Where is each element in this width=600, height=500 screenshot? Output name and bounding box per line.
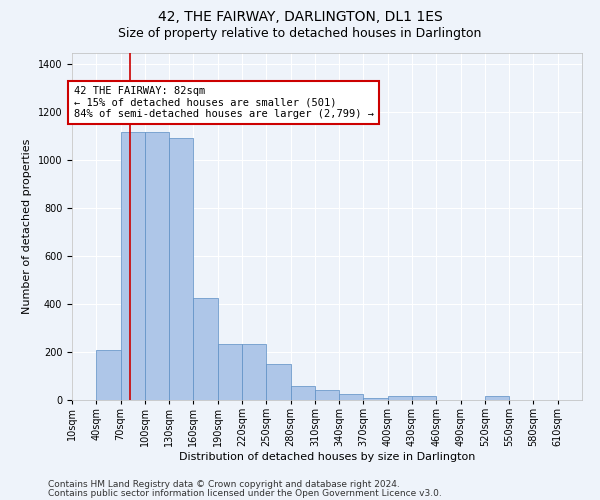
Bar [193,298,218,400]
Bar [121,132,145,400]
Bar [169,138,193,400]
Bar [315,390,339,400]
Bar [266,364,290,400]
Text: Contains HM Land Registry data © Crown copyright and database right 2024.: Contains HM Land Registry data © Crown c… [48,480,400,489]
Bar [388,396,412,400]
Bar [412,396,436,400]
Text: 42 THE FAIRWAY: 82sqm
← 15% of detached houses are smaller (501)
84% of semi-det: 42 THE FAIRWAY: 82sqm ← 15% of detached … [74,86,374,120]
Bar [339,394,364,400]
Text: 42, THE FAIRWAY, DARLINGTON, DL1 1ES: 42, THE FAIRWAY, DARLINGTON, DL1 1ES [158,10,442,24]
Bar [485,396,509,400]
Text: Contains public sector information licensed under the Open Government Licence v3: Contains public sector information licen… [48,488,442,498]
Y-axis label: Number of detached properties: Number of detached properties [22,138,32,314]
Bar [218,344,242,400]
Bar [290,386,315,400]
X-axis label: Distribution of detached houses by size in Darlington: Distribution of detached houses by size … [179,452,475,462]
Bar [96,350,121,400]
Bar [242,344,266,400]
Bar [364,398,388,400]
Bar [145,132,169,400]
Text: Size of property relative to detached houses in Darlington: Size of property relative to detached ho… [118,28,482,40]
